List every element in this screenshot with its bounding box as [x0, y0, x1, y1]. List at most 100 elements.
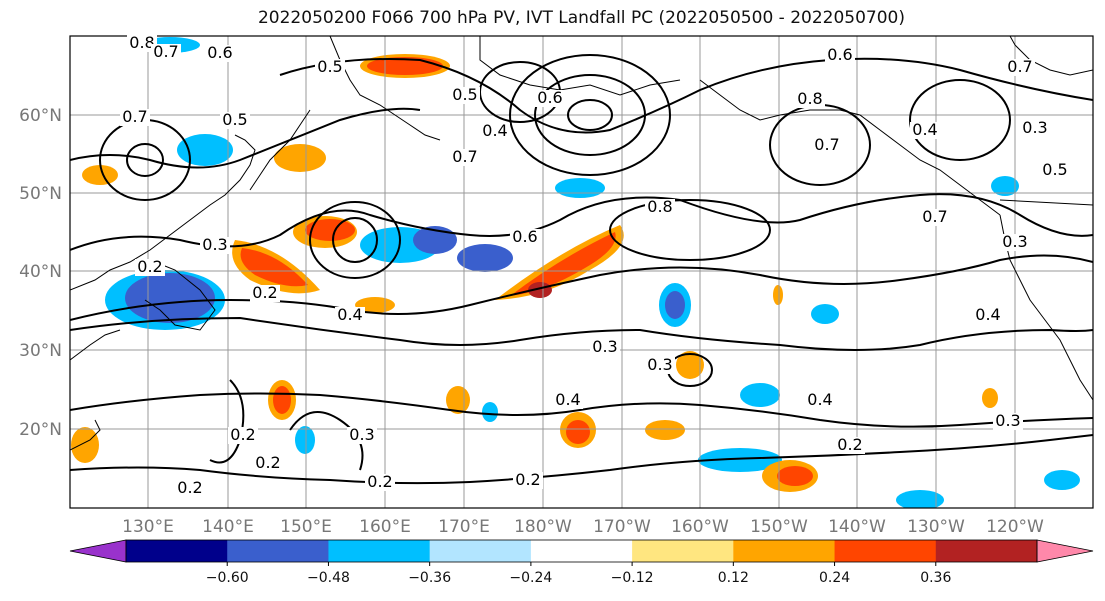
svg-text:0.4: 0.4 — [807, 390, 832, 409]
colorbar-bin — [935, 540, 1038, 562]
svg-text:0.3: 0.3 — [995, 411, 1020, 430]
colorbar-bin — [429, 540, 532, 562]
contour-label: 0.2 — [228, 425, 258, 444]
contour-label: 0.7 — [151, 42, 181, 61]
longitude-label: 170°W — [593, 517, 651, 537]
svg-text:0.7: 0.7 — [452, 147, 477, 166]
svg-text:0.2: 0.2 — [230, 425, 255, 444]
colorbar-bin — [126, 540, 228, 562]
contour-label: 0.4 — [805, 390, 835, 409]
colorbar-tick-label: −0.12 — [611, 570, 654, 586]
colorbar-tick-label: 0.36 — [920, 570, 951, 586]
pv-contours — [70, 54, 1093, 485]
svg-text:0.6: 0.6 — [827, 45, 852, 64]
colorbar-bin — [530, 540, 633, 562]
svg-text:0.3: 0.3 — [1022, 118, 1047, 137]
svg-text:0.5: 0.5 — [452, 85, 477, 104]
svg-text:0.2: 0.2 — [252, 283, 277, 302]
svg-text:0.4: 0.4 — [337, 305, 362, 324]
latitude-label: 20°N — [19, 420, 62, 440]
svg-text:0.4: 0.4 — [555, 390, 580, 409]
contour-label: 0.7 — [1005, 57, 1035, 76]
svg-text:0.3: 0.3 — [647, 355, 672, 374]
svg-text:0.6: 0.6 — [537, 88, 562, 107]
contour-label: 0.7 — [450, 147, 480, 166]
svg-text:0.5: 0.5 — [317, 57, 342, 76]
svg-text:0.7: 0.7 — [814, 135, 839, 154]
contour-label: 0.6 — [205, 43, 235, 62]
contour-label: 0.7 — [812, 135, 842, 154]
contour-label: 0.7 — [920, 207, 950, 226]
longitude-labels: 130°E 140°E 150°E 160°E 170°E 180°W 170°W 160°W… — [122, 517, 1044, 537]
svg-text:0.6: 0.6 — [512, 227, 537, 246]
svg-text:0.3: 0.3 — [1002, 232, 1027, 251]
contour-label: 0.4 — [973, 305, 1003, 324]
svg-text:0.4: 0.4 — [912, 120, 937, 139]
contour-label: 0.4 — [553, 390, 583, 409]
latitude-label: 30°N — [19, 341, 62, 361]
contour-label: 0.3 — [645, 355, 675, 374]
contour-label: 0.8 — [645, 197, 675, 216]
svg-text:0.2: 0.2 — [177, 478, 202, 497]
longitude-label: 140°W — [828, 517, 886, 537]
svg-text:0.7: 0.7 — [153, 42, 178, 61]
contour-label: 0.2 — [365, 472, 395, 491]
colorbar-bin — [328, 540, 431, 562]
latitude-label: 50°N — [19, 184, 62, 204]
colorbar-bin — [733, 540, 836, 562]
colorbar-tick-label: −0.48 — [307, 570, 350, 586]
map-frame — [69, 35, 1094, 509]
contour-label: 0.2 — [513, 470, 543, 489]
svg-text:0.2: 0.2 — [255, 453, 280, 472]
longitude-label: 160°W — [671, 517, 729, 537]
svg-text:0.3: 0.3 — [349, 425, 374, 444]
contour-label: 0.3 — [200, 235, 230, 254]
svg-text:0.2: 0.2 — [837, 435, 862, 454]
longitude-label: 120°W — [986, 517, 1044, 537]
latitude-label: 40°N — [19, 262, 62, 282]
svg-text:0.7: 0.7 — [122, 107, 147, 126]
contour-label: 0.5 — [1040, 160, 1070, 179]
contour-label: 0.7 — [120, 107, 150, 126]
svg-text:0.4: 0.4 — [975, 305, 1000, 324]
svg-text:0.5: 0.5 — [1042, 160, 1067, 179]
contour-label: 0.6 — [825, 45, 855, 64]
colorbar-tick-label: 0.24 — [819, 570, 850, 586]
colorbar-extend-max — [1036, 539, 1094, 563]
contour-label: 0.2 — [835, 435, 865, 454]
svg-text:0.6: 0.6 — [207, 43, 232, 62]
contour-label: 0.2 — [175, 478, 205, 497]
contour-label: 0.3 — [347, 425, 377, 444]
svg-text:0.7: 0.7 — [922, 207, 947, 226]
longitude-label: 160°E — [359, 517, 411, 537]
map-title: 2022050200 F066 700 hPa PV, IVT Landfall… — [257, 8, 905, 28]
svg-text:0.3: 0.3 — [592, 337, 617, 356]
svg-text:0.2: 0.2 — [137, 257, 162, 276]
longitude-label: 180°W — [514, 517, 572, 537]
longitude-label: 130°W — [907, 517, 965, 537]
contour-label: 0.6 — [535, 88, 565, 107]
contour-label: 0.4 — [910, 120, 940, 139]
svg-text:0.4: 0.4 — [482, 121, 507, 140]
longitude-label: 130°E — [122, 517, 174, 537]
longitude-label: 150°E — [280, 517, 332, 537]
svg-text:0.8: 0.8 — [129, 33, 154, 52]
longitude-label: 140°E — [202, 517, 254, 537]
colorbar-bin — [227, 540, 329, 562]
latitude-label: 60°N — [19, 106, 62, 126]
contour-label: 0.5 — [315, 57, 345, 76]
contour-label: 0.3 — [590, 337, 620, 356]
contour-label: 0.3 — [1020, 118, 1050, 137]
contour-label: 0.2 — [250, 283, 280, 302]
colorbar-bin — [834, 540, 937, 562]
svg-text:0.2: 0.2 — [515, 470, 540, 489]
colorbar-extend-min — [69, 539, 127, 563]
contour-label: 0.3 — [1000, 232, 1030, 251]
colorbar-tick-label: −0.36 — [408, 570, 451, 586]
colorbar-tick-label: −0.24 — [509, 570, 552, 586]
svg-text:0.8: 0.8 — [797, 89, 822, 108]
svg-text:0.7: 0.7 — [1007, 57, 1032, 76]
contour-label: 0.5 — [450, 85, 480, 104]
contour-label: 0.4 — [335, 305, 365, 324]
